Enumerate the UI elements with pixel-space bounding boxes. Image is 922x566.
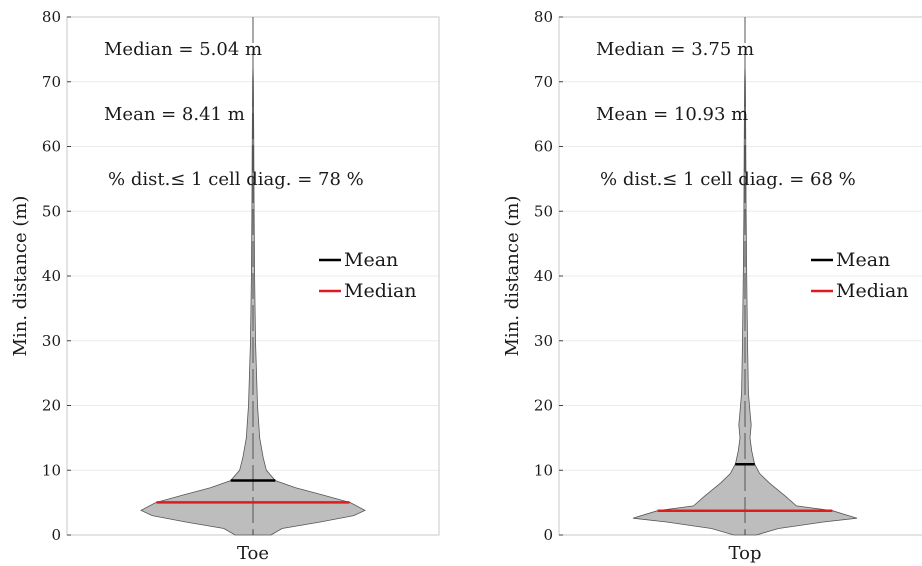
x-category-label: Top: [729, 543, 762, 564]
y-axis-label: Min. distance (m): [10, 196, 31, 357]
legend-mean-label: Mean: [344, 249, 398, 271]
y-tick-label: 20: [534, 397, 553, 415]
y-tick-label: 70: [534, 73, 553, 91]
legend-median-label: Median: [836, 280, 909, 302]
y-tick-label: 80: [42, 8, 61, 26]
y-axis-label: Min. distance (m): [502, 196, 523, 357]
y-tick-label: 0: [543, 526, 553, 544]
annotation-percent: % dist.≤ 1 cell diag. = 68 %: [600, 169, 856, 190]
y-tick-label: 60: [42, 138, 61, 156]
y-tick-label: 30: [534, 332, 553, 350]
y-ticks: 0 10 20 30 40 50 60 70 80: [42, 8, 254, 544]
y-tick-label: 40: [534, 267, 553, 285]
annotation-percent: % dist.≤ 1 cell diag. = 78 %: [108, 169, 364, 190]
legend-median-label: Median: [344, 280, 417, 302]
y-tick-label: 80: [534, 8, 553, 26]
y-tick-label: 10: [42, 461, 61, 479]
y-tick-label: 50: [42, 202, 61, 220]
y-ticks: 0 10 20 30 40 50 60 70 80: [534, 8, 746, 544]
y-tick-label: 0: [51, 526, 61, 544]
legend-mean-label: Mean: [836, 249, 890, 271]
y-tick-label: 40: [42, 267, 61, 285]
y-tick-label: 20: [42, 397, 61, 415]
y-tick-label: 70: [42, 73, 61, 91]
legend: Mean Median: [319, 249, 417, 302]
y-tick-label: 10: [534, 461, 553, 479]
y-tick-label: 30: [42, 332, 61, 350]
y-tick-label: 60: [534, 138, 553, 156]
annotation-mean: Mean = 8.41 m: [104, 104, 245, 125]
x-category-label: Toe: [237, 543, 269, 564]
y-tick-label: 50: [534, 202, 553, 220]
annotation-mean: Mean = 10.93 m: [596, 104, 748, 125]
annotation-median: Median = 3.75 m: [596, 39, 754, 60]
legend: Mean Median: [811, 249, 909, 302]
annotation-median: Median = 5.04 m: [104, 39, 262, 60]
